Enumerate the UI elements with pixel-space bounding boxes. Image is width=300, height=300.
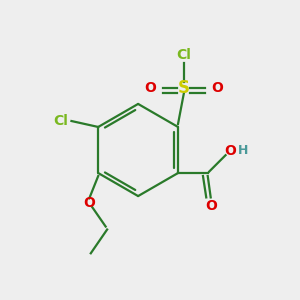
Text: Cl: Cl — [54, 114, 68, 128]
Text: O: O — [224, 144, 236, 158]
Text: O: O — [211, 81, 223, 95]
Text: O: O — [145, 81, 157, 95]
Text: O: O — [205, 199, 217, 213]
Text: Cl: Cl — [176, 48, 191, 62]
Text: S: S — [178, 79, 190, 97]
Text: H: H — [238, 144, 248, 157]
Text: O: O — [83, 196, 95, 210]
